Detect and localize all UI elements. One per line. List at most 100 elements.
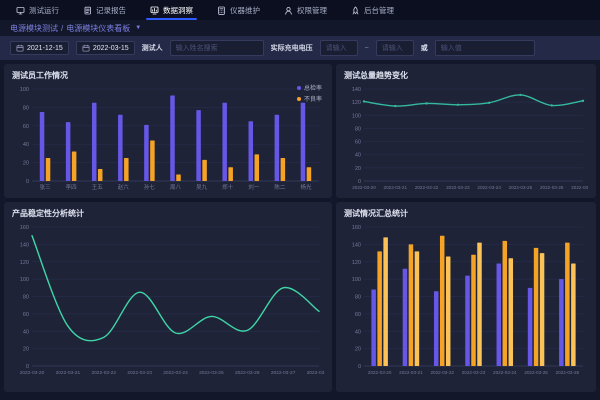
svg-text:80: 80: [23, 295, 29, 301]
nav-item-3[interactable]: 仪器维护: [207, 0, 270, 20]
breadcrumb-separator: /: [61, 23, 64, 33]
chart-legend: 总检率 不良率: [296, 83, 322, 103]
panel-product-stability: 产品稳定性分析统计 0 20 40 60 80 100 120 140 160 2022-03-2…: [4, 202, 332, 392]
svg-text:160: 160: [352, 225, 361, 231]
top-nav: 测试运行 记录报告 数据洞察 仪器维护 权限管理 后台管理: [0, 0, 600, 20]
svg-text:20: 20: [355, 347, 361, 353]
monitor-icon: [16, 6, 25, 15]
nav-item-label: 后台管理: [364, 5, 394, 15]
svg-text:80: 80: [355, 126, 361, 132]
svg-text:2022-03-22: 2022-03-22: [415, 185, 439, 190]
svg-text:2022-03-21: 2022-03-21: [56, 370, 81, 376]
svg-text:赵六: 赵六: [118, 183, 130, 191]
svg-text:80: 80: [23, 105, 29, 111]
chevron-down-icon[interactable]: ▼: [135, 25, 142, 31]
svg-text:0: 0: [26, 179, 29, 185]
legend-item[interactable]: 不良率: [296, 94, 322, 103]
svg-text:0: 0: [26, 364, 29, 370]
svg-text:2022-03-25: 2022-03-25: [199, 370, 224, 376]
nav-item-0[interactable]: 测试运行: [6, 0, 69, 20]
tester-search-input[interactable]: 输入姓名搜索: [169, 40, 264, 56]
svg-text:100: 100: [20, 277, 29, 283]
panel-test-summary: 测试情况汇总统计 0 20 40 60 80 100 120 140 160 2022-03-20…: [336, 202, 596, 392]
total-trend-chart[interactable]: 0 20 40 60 80 100 120 140 2022-03-20 2022-03-21 20…: [344, 83, 595, 198]
svg-text:60: 60: [23, 312, 29, 318]
svg-text:160: 160: [20, 225, 29, 231]
legend-item[interactable]: 总检率: [296, 83, 322, 92]
panel-title: 测试情况汇总统计: [344, 209, 408, 218]
panel-tester-work: 测试员工作情况 总检率 不良率 0 20 40 60 80 100 张三 李四 王五 赵六 孙七 周八 吴…: [4, 64, 332, 198]
breadcrumb-dashboard[interactable]: 电源模块仪表看板: [66, 23, 131, 33]
svg-text:20: 20: [23, 161, 29, 167]
insight-icon: [150, 6, 159, 15]
svg-text:2022-03-23: 2022-03-23: [446, 185, 470, 190]
date-end-picker[interactable]: 2022-03-15: [75, 41, 135, 55]
svg-text:140: 140: [352, 87, 361, 93]
svg-text:60: 60: [23, 124, 29, 130]
svg-text:2022-03-20: 2022-03-20: [352, 185, 376, 190]
nav-item-label: 仪器维护: [230, 5, 260, 15]
svg-text:0: 0: [358, 179, 361, 185]
svg-text:40: 40: [355, 329, 361, 335]
breadcrumb-current[interactable]: 电源模块测试: [10, 23, 58, 33]
svg-text:张三: 张三: [40, 183, 52, 191]
date-end-value: 2022-03-15: [92, 44, 129, 52]
test-summary-chart[interactable]: 0 20 40 60 80 100 120 140 160 2022-03-20 2022-03-2…: [344, 221, 588, 379]
admin-icon: [351, 5, 360, 15]
product-stability-chart[interactable]: 0 20 40 60 80 100 120 140 160 2022-03-20 2022-03-2…: [12, 221, 332, 379]
permission-icon: [284, 6, 293, 15]
voltage-max-input[interactable]: 请输入: [375, 40, 414, 56]
legend-dot-icon: [296, 96, 301, 101]
svg-text:2022-03-28: 2022-03-28: [307, 370, 324, 376]
tester-label: 测试人: [141, 45, 163, 52]
svg-text:2022-03-26: 2022-03-26: [540, 185, 564, 190]
voltage-value-input[interactable]: 输入值: [434, 40, 535, 56]
svg-text:140: 140: [20, 242, 29, 248]
svg-text:2022-03-25: 2022-03-25: [509, 185, 533, 190]
date-start-picker[interactable]: 2021-12-15: [10, 41, 69, 55]
svg-text:120: 120: [20, 260, 29, 266]
legend-label: 不良率: [303, 97, 322, 103]
svg-text:2022-03-21: 2022-03-21: [399, 370, 423, 375]
range-tilde: ~: [364, 44, 369, 52]
svg-text:2022-03-20: 2022-03-20: [368, 370, 392, 375]
nav-item-label: 测试运行: [29, 5, 59, 15]
svg-text:2022-03-23: 2022-03-23: [462, 370, 486, 375]
svg-text:2022-03-27: 2022-03-27: [571, 185, 588, 190]
svg-text:20: 20: [23, 347, 29, 353]
nav-item-1[interactable]: 记录报告: [73, 0, 136, 20]
nav-item-4[interactable]: 权限管理: [274, 0, 337, 20]
legend-label: 总检率: [303, 86, 322, 92]
panel-title: 测试总量趋势变化: [344, 71, 408, 80]
svg-text:140: 140: [352, 242, 361, 248]
date-start-value: 2021-12-15: [27, 44, 63, 52]
panel-total-trend: 测试总量趋势变化 0 20 40 60 80 100 120 140 2022-03-20 202…: [336, 64, 596, 198]
breadcrumb[interactable]: 电源模块测试 / 电源模块仪表看板 ▼: [0, 20, 600, 36]
charts-grid: 测试员工作情况 总检率 不良率 0 20 40 60 80 100 张三 李四 王五 赵六 孙七 周八 吴…: [0, 60, 600, 396]
svg-text:80: 80: [355, 295, 361, 301]
voltage-min-input[interactable]: 请输入: [319, 40, 358, 56]
svg-text:刘一: 刘一: [248, 183, 260, 191]
nav-item-label: 权限管理: [297, 5, 327, 15]
svg-text:王五: 王五: [92, 184, 104, 191]
svg-text:2022-03-27: 2022-03-27: [271, 370, 296, 376]
svg-text:孙七: 孙七: [144, 183, 156, 191]
panel-title: 测试员工作情况: [12, 71, 68, 80]
svg-text:2022-03-25: 2022-03-25: [524, 370, 548, 375]
svg-text:2022-03-26: 2022-03-26: [556, 370, 580, 375]
svg-text:2022-03-24: 2022-03-24: [477, 185, 501, 190]
svg-text:20: 20: [355, 166, 361, 172]
report-icon: [83, 6, 92, 15]
svg-text:0: 0: [358, 364, 361, 370]
instrument-icon: [217, 6, 226, 15]
calendar-icon: [82, 44, 90, 52]
calendar-icon: [16, 44, 24, 52]
svg-text:杨光: 杨光: [300, 183, 312, 191]
filter-bar: 2021-12-15 2022-03-15 测试人 输入姓名搜索 实际充电电压 …: [0, 36, 600, 60]
nav-item-5[interactable]: 后台管理: [341, 0, 404, 20]
svg-text:100: 100: [352, 113, 361, 119]
tester-work-chart[interactable]: 总检率 不良率 0 20 40 60 80 100 张三 李四 王五 赵六 孙七 周八 吴九 郑十 刘一 陈二 杨…: [12, 83, 324, 198]
svg-text:40: 40: [23, 329, 29, 335]
nav-item-2[interactable]: 数据洞察: [140, 0, 203, 20]
svg-text:100: 100: [352, 277, 361, 283]
